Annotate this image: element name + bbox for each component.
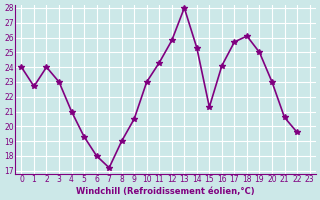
X-axis label: Windchill (Refroidissement éolien,°C): Windchill (Refroidissement éolien,°C) [76,187,255,196]
